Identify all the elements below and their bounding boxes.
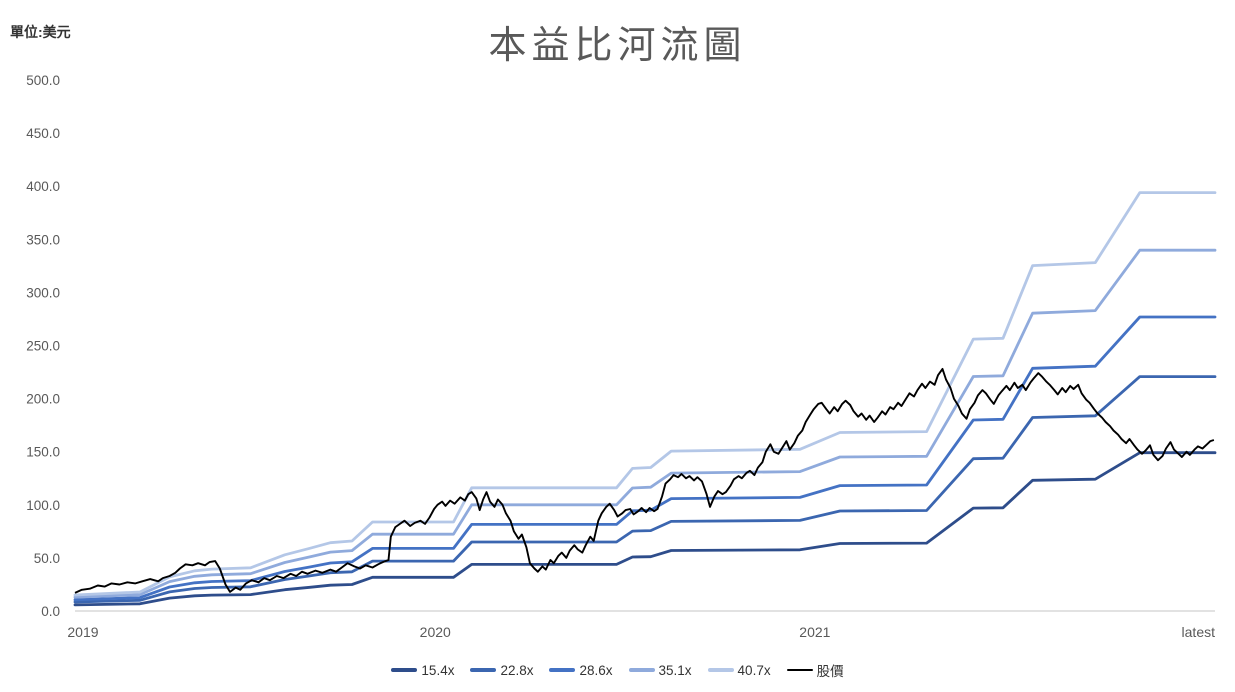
y-axis-tick-label: 500.0 (26, 73, 60, 88)
legend-label: 15.4x (421, 662, 455, 678)
legend-label: 22.8x (500, 662, 534, 678)
legend-swatch (707, 668, 734, 672)
x-axis-tick-label: 2019 (67, 624, 98, 640)
y-axis-tick-label: 50.0 (34, 551, 60, 566)
legend-item-15.4x: 15.4x (391, 663, 454, 678)
price-line (74, 367, 1215, 594)
unit-label: 單位:美元 (10, 24, 71, 40)
x-axis-tick-label: 2021 (799, 624, 830, 640)
pe-band-line-35.1x (73, 248, 1217, 599)
legend-item-40.7x: 40.7x (707, 662, 771, 678)
pe-band-line-15.4x (73, 451, 1217, 607)
y-axis-tick-label: 400.0 (26, 179, 60, 194)
y-axis-tick-label: 300.0 (26, 285, 60, 300)
legend-swatch (470, 668, 497, 672)
legend-item-28.6x: 28.6x (549, 662, 613, 678)
legend-swatch (391, 668, 418, 672)
legend-item-22.8x: 22.8x (470, 663, 533, 678)
legend-item-股價: 股價 (786, 660, 844, 680)
y-axis-tick-label: 250.0 (26, 339, 60, 354)
legend-swatch (628, 668, 655, 672)
legend-swatch (549, 668, 576, 672)
y-axis-tick-label: 150.0 (26, 445, 60, 460)
legend-label: 40.7x (737, 662, 771, 678)
legend-label: 35.1x (658, 662, 692, 678)
legend-item-35.1x: 35.1x (628, 662, 692, 678)
y-axis-tick-label: 450.0 (26, 126, 60, 141)
legend-label: 股價 (816, 664, 844, 679)
y-axis-tick-label: 0.0 (41, 604, 60, 619)
pe-band-line-28.6x (73, 315, 1217, 602)
legend-swatch (786, 669, 813, 671)
y-axis-tick-label: 200.0 (26, 392, 60, 407)
chart-title: 本益比河流圖 (488, 25, 747, 67)
pe-band-line-40.7x (73, 191, 1217, 597)
chart-legend: 15.4x 22.8x 28.6x 35.1x 40.7x 股價 (0, 660, 1235, 680)
x-axis-tick-label: latest (1182, 624, 1216, 640)
pe-band-line-22.8x (73, 375, 1217, 604)
x-axis-tick-label: 2020 (420, 624, 451, 640)
y-axis-tick-label: 100.0 (26, 498, 60, 513)
legend-label: 28.6x (579, 662, 613, 678)
y-axis-tick-label: 350.0 (26, 232, 60, 247)
